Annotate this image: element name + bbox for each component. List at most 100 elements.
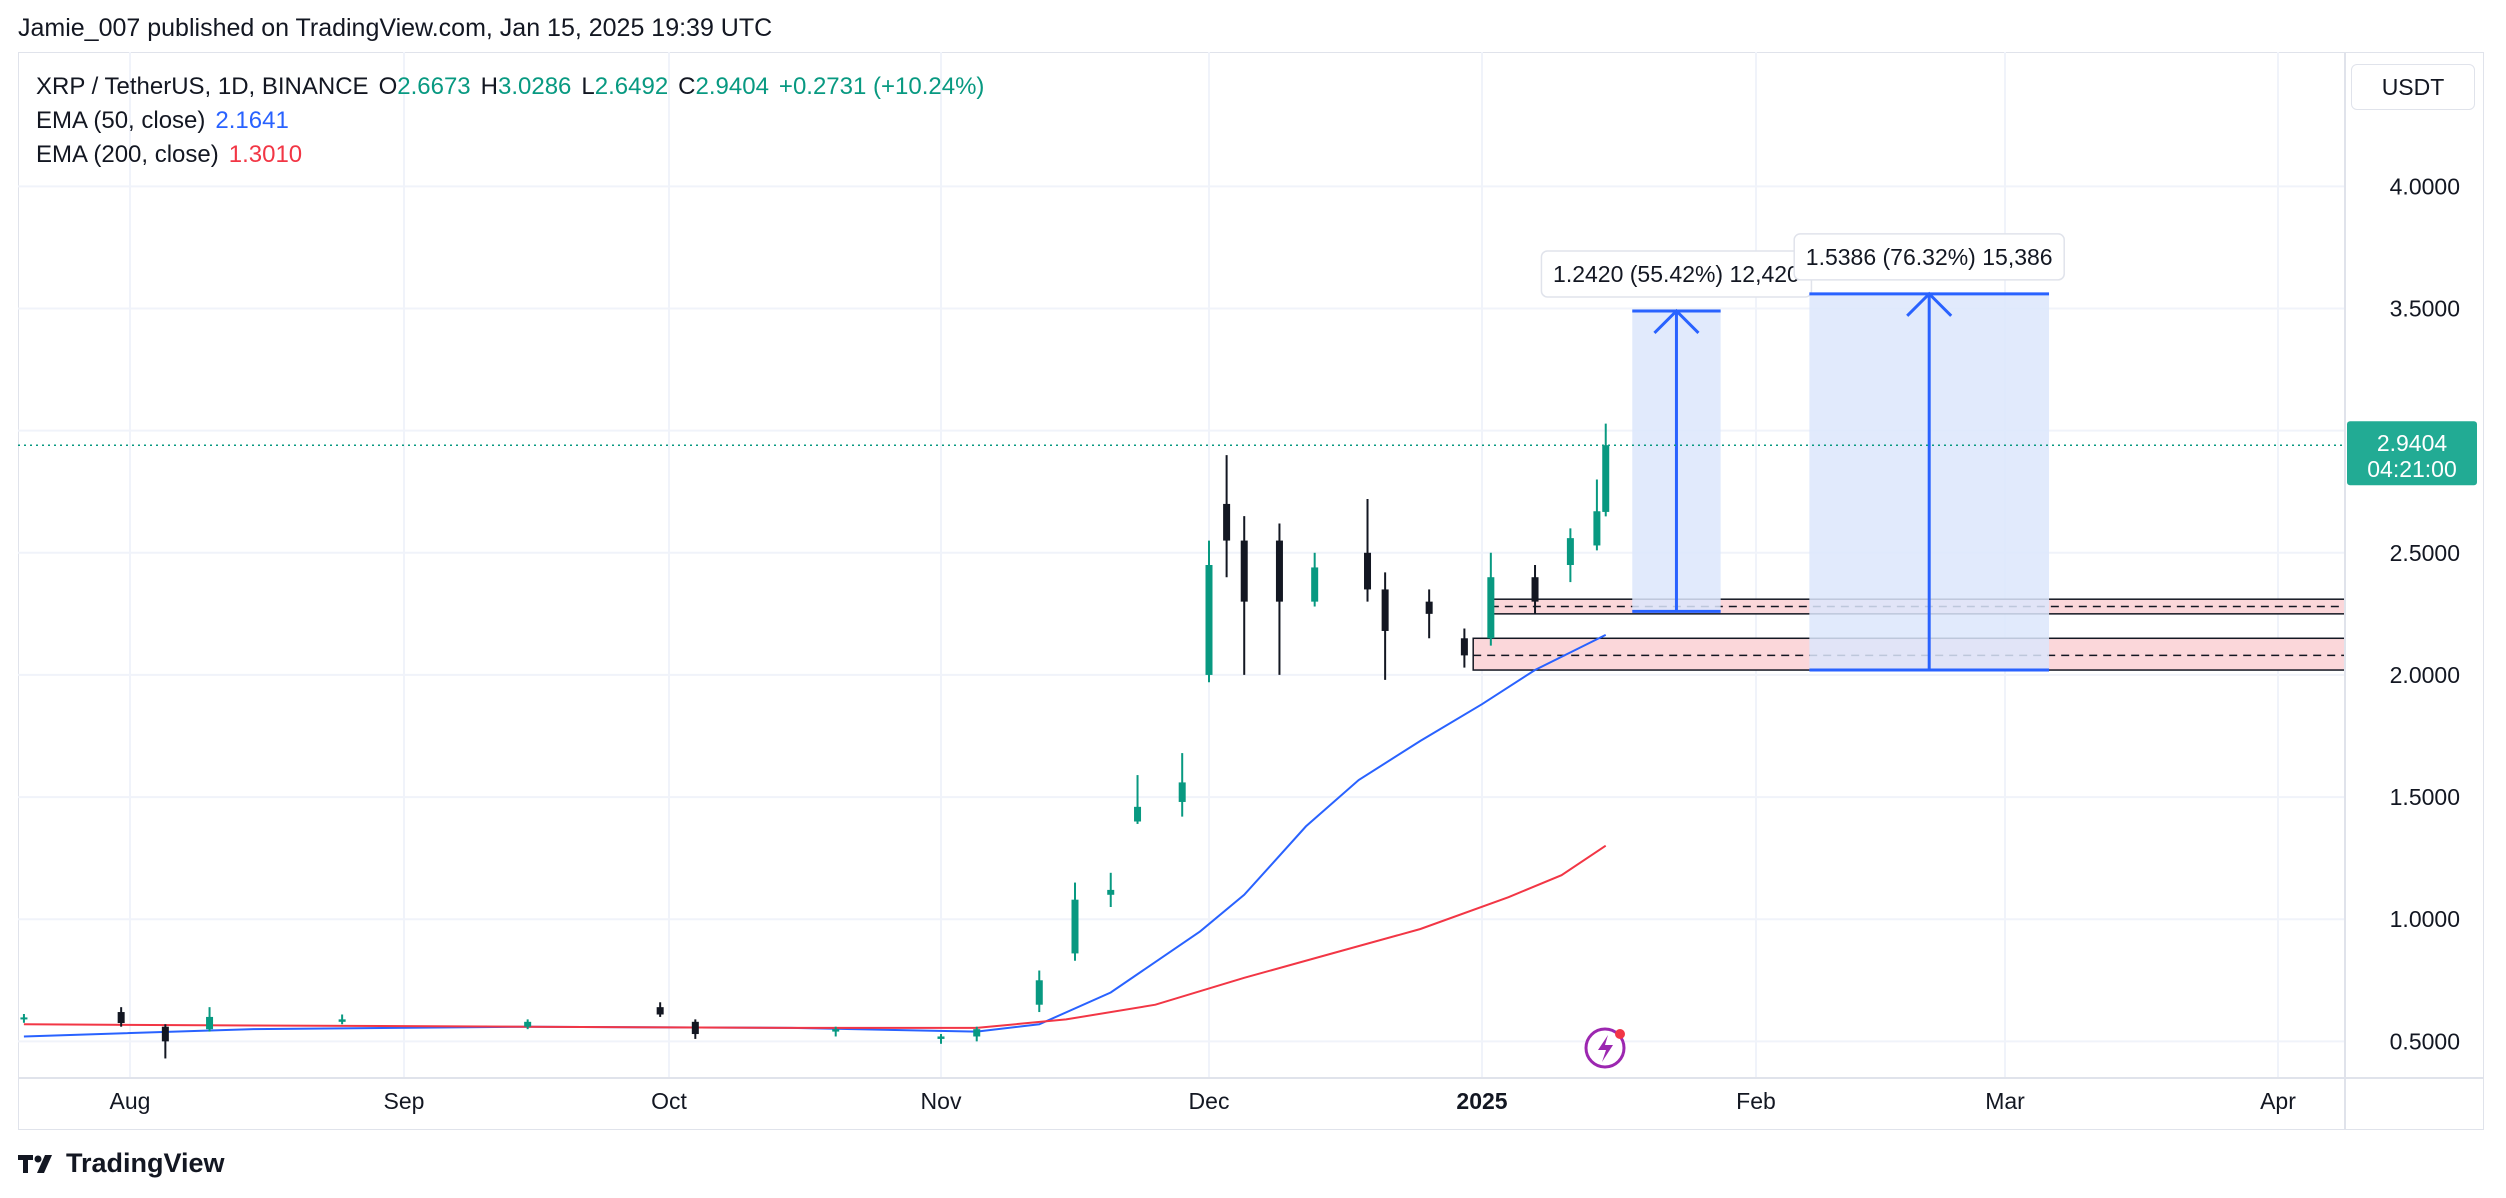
candle-body — [20, 1017, 28, 1020]
candle — [1487, 552, 1495, 646]
candle — [338, 1014, 346, 1025]
x-tick-label: Feb — [1736, 1088, 1776, 1114]
candle-body — [161, 1026, 169, 1042]
x-tick-label: Apr — [2260, 1088, 2296, 1114]
measure-label-target2: 1.5386 (76.32%) 15,386 — [1806, 244, 2053, 270]
y-tick-label: 1.0000 — [2390, 906, 2460, 932]
candle — [1425, 589, 1433, 639]
close-key: C — [678, 73, 696, 100]
candle-body — [1178, 782, 1186, 802]
candle-countdown: 04:21:00 — [2367, 456, 2457, 482]
candle-body — [1602, 445, 1610, 512]
x-tick-label: 2025 — [1456, 1088, 1507, 1114]
candle-body — [1531, 577, 1539, 602]
candle-body — [1425, 601, 1433, 614]
chart-legend: XRP / TetherUS, 1D, BINANCE O2.6673 H3.0… — [36, 70, 984, 172]
grid — [18, 52, 2345, 1078]
candle-body — [1487, 577, 1495, 639]
candle — [1071, 882, 1079, 961]
chart-frame — [18, 52, 2484, 1130]
measure-label-target1: 1.2420 (55.42%) 12,420 — [1553, 261, 1800, 287]
candle-body — [937, 1036, 945, 1039]
candle — [1566, 528, 1574, 583]
open-value: 2.6673 — [397, 73, 471, 100]
candle-body — [1381, 589, 1389, 631]
candle-body — [691, 1021, 699, 1035]
candle-body — [1205, 565, 1213, 675]
x-tick-label: Mar — [1985, 1088, 2025, 1114]
ema50-value: 2.1641 — [215, 107, 289, 134]
candle — [1107, 872, 1115, 907]
currency-selector[interactable]: USDT — [2351, 64, 2475, 110]
y-tick-label: 4.0000 — [2390, 173, 2460, 199]
candle — [161, 1024, 169, 1059]
ema50-row[interactable]: EMA (50, close) 2.1641 — [36, 104, 984, 138]
candle — [937, 1034, 945, 1044]
high-key: H — [480, 73, 498, 100]
candle — [1223, 455, 1231, 578]
candle — [1240, 516, 1248, 675]
last-price-value: 2.9404 — [2377, 430, 2448, 456]
x-tick-label: Oct — [651, 1088, 687, 1114]
candle-body — [1134, 806, 1142, 822]
x-tick-label: Nov — [921, 1088, 962, 1114]
candle-body — [1107, 889, 1115, 895]
x-tick-label: Dec — [1189, 1088, 1230, 1114]
candle — [117, 1007, 125, 1027]
candle-body — [1275, 540, 1283, 602]
candle — [1205, 540, 1213, 683]
candle — [524, 1019, 532, 1030]
candle-body — [656, 1007, 664, 1015]
ema200-value: 1.3010 — [228, 141, 303, 168]
candle-body — [1071, 899, 1079, 954]
candle-body — [1593, 511, 1601, 546]
ema200-line — [23, 844, 1607, 1029]
last-price-label-bg — [2347, 421, 2477, 486]
symbol-label[interactable]: XRP / TetherUS, 1D, BINANCE — [36, 73, 369, 100]
ohlc-row: XRP / TetherUS, 1D, BINANCE O2.6673 H3.0… — [36, 70, 984, 104]
y-tick-label: 2.0000 — [2390, 662, 2460, 688]
ema50-line — [23, 634, 1607, 1038]
candle — [1275, 523, 1283, 675]
candle-body — [206, 1016, 214, 1030]
x-tick-label: Sep — [384, 1088, 425, 1114]
candle-body — [1035, 980, 1043, 1005]
candle-body — [524, 1021, 532, 1027]
candle-body — [973, 1029, 981, 1037]
measure-arrow-head — [1653, 308, 1700, 335]
candle-body — [1311, 567, 1319, 602]
lightning-icon — [1584, 1027, 1626, 1069]
footer-brand[interactable]: TradingView — [18, 1148, 225, 1179]
candle — [1035, 970, 1043, 1013]
y-tick-label: 2.5000 — [2390, 540, 2460, 566]
candle-body — [1223, 503, 1231, 541]
y-tick-label: 0.5000 — [2390, 1028, 2460, 1054]
axes: 4.00003.50003.00002.50002.00001.50001.00… — [18, 52, 2484, 1130]
y-tick-label: 3.5000 — [2390, 296, 2460, 322]
high-value: 3.0286 — [498, 73, 572, 100]
ema50-label: EMA (50, close) — [36, 107, 206, 134]
candle-body — [1566, 538, 1574, 565]
publisher-line: Jamie_007 published on TradingView.com, … — [18, 14, 773, 42]
candle-body — [832, 1029, 840, 1032]
candle-body — [1240, 540, 1248, 602]
open-key: O — [378, 73, 398, 100]
candle — [973, 1026, 981, 1042]
change-value: +0.2731 (+10.24%) — [778, 73, 985, 100]
candle — [656, 1002, 664, 1017]
candle-body — [1364, 552, 1372, 590]
candle — [1602, 423, 1610, 517]
candle-body — [1460, 638, 1468, 656]
lightning-icon-bolt — [1598, 1035, 1613, 1062]
notification-dot — [1615, 1029, 1625, 1039]
ema-lines — [23, 634, 1607, 1038]
x-tick-label: Aug — [110, 1088, 151, 1114]
ema200-row[interactable]: EMA (200, close) 1.3010 — [36, 138, 984, 172]
measure-arrow-head — [1906, 291, 1953, 317]
candle-body — [117, 1012, 125, 1024]
candle — [691, 1019, 699, 1039]
